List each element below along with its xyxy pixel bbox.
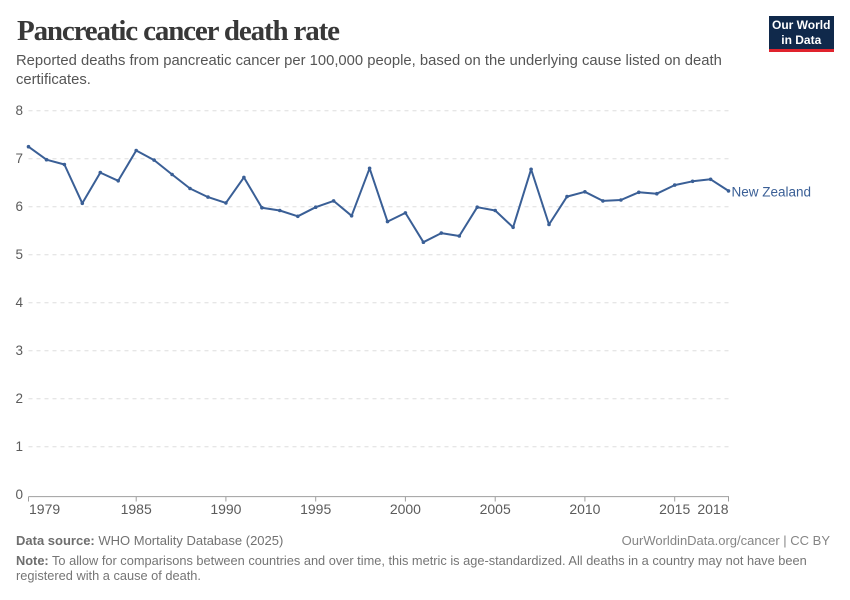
svg-text:1985: 1985 bbox=[121, 501, 152, 517]
svg-text:4: 4 bbox=[15, 295, 23, 310]
svg-text:New Zealand: New Zealand bbox=[732, 185, 812, 200]
svg-text:2018: 2018 bbox=[697, 501, 728, 517]
svg-text:5: 5 bbox=[15, 247, 23, 262]
svg-text:8: 8 bbox=[15, 103, 23, 118]
svg-text:1990: 1990 bbox=[210, 501, 241, 517]
svg-text:3: 3 bbox=[15, 343, 23, 358]
svg-text:1: 1 bbox=[15, 439, 23, 454]
svg-text:2010: 2010 bbox=[569, 501, 600, 517]
svg-text:2005: 2005 bbox=[480, 501, 511, 517]
svg-text:2: 2 bbox=[15, 391, 23, 406]
svg-text:6: 6 bbox=[15, 199, 23, 214]
svg-text:2015: 2015 bbox=[659, 501, 690, 517]
svg-text:2000: 2000 bbox=[390, 501, 421, 517]
svg-text:7: 7 bbox=[15, 151, 23, 166]
svg-text:1995: 1995 bbox=[300, 501, 331, 517]
svg-text:1979: 1979 bbox=[29, 501, 60, 517]
svg-text:0: 0 bbox=[15, 487, 23, 502]
